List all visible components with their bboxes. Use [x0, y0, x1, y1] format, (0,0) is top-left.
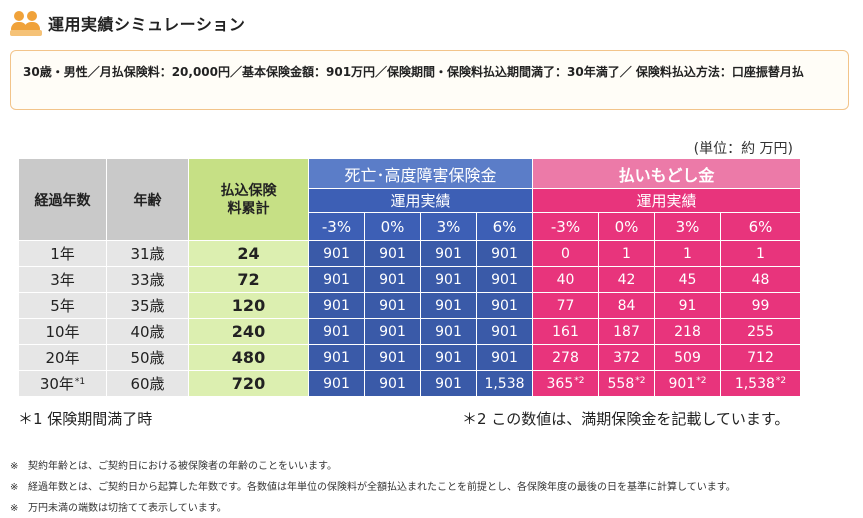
- cell-age: 50歳: [106, 344, 189, 371]
- cell-refund: 372: [598, 344, 655, 371]
- cell-refund: 187: [598, 318, 655, 345]
- footnote-1: ＊1 保険期間満了時: [18, 410, 153, 428]
- unit-label: (単位：約 万円): [693, 141, 793, 157]
- death-rate-header: 6%: [476, 212, 533, 241]
- cell-refund: 91: [654, 292, 721, 319]
- cell-death: 901: [364, 240, 421, 267]
- cell-death: 901: [308, 266, 365, 293]
- cell-year: 3年: [18, 266, 107, 293]
- header-refund-performance: 運用実績: [532, 188, 801, 213]
- header-refund-group: 払いもどし金: [532, 158, 801, 189]
- people-icon: [10, 9, 42, 37]
- cell-death: 901: [476, 344, 533, 371]
- table-row: 10年 40歳 240 901 901 901 901 161 187 218 255: [18, 318, 801, 345]
- note-item: ※ 万円未満の端数は切捨てて表示しています。: [10, 503, 227, 514]
- cell-refund: 1,538*2: [720, 370, 801, 397]
- death-rate-header: 0%: [364, 212, 421, 241]
- cell-death: 901: [364, 370, 421, 397]
- cell-paid: 720: [188, 370, 309, 397]
- cell-death: 901: [420, 292, 477, 319]
- cell-refund: 365*2: [532, 370, 599, 397]
- cell-paid: 480: [188, 344, 309, 371]
- cell-refund: 712: [720, 344, 801, 371]
- cell-death: 901: [308, 344, 365, 371]
- cell-death: 901: [476, 266, 533, 293]
- cell-age: 35歳: [106, 292, 189, 319]
- cell-death: 901: [476, 240, 533, 267]
- cell-refund: 1: [720, 240, 801, 267]
- table-row: 1年 31歳 24 901 901 901 901 0 1 1 1: [18, 240, 801, 267]
- footnote-2: ＊2 この数値は、満期保険金を記載しています。: [462, 410, 790, 428]
- table-row: 5年 35歳 120 901 901 901 901 77 84 91 99: [18, 292, 801, 319]
- cell-paid: 24: [188, 240, 309, 267]
- cell-death: 901: [364, 344, 421, 371]
- cell-year: 30年*1: [18, 370, 107, 397]
- cell-refund: 255: [720, 318, 801, 345]
- cell-death: 901: [420, 240, 477, 267]
- cell-refund: 218: [654, 318, 721, 345]
- cell-year: 10年: [18, 318, 107, 345]
- cell-refund: 45: [654, 266, 721, 293]
- notes: ※ 契約年齢とは、ご契約日における被保険者の年齢のことをいいます。 ※ 経過年数とは、…: [10, 456, 736, 518]
- header-death-performance: 運用実績: [308, 188, 533, 213]
- refund-rate-header: 3%: [654, 212, 721, 241]
- cell-paid: 72: [188, 266, 309, 293]
- page-title: 運用実績シミュレーション: [48, 15, 246, 34]
- cell-death: 901: [420, 370, 477, 397]
- cell-refund: 42: [598, 266, 655, 293]
- death-rate-header: -3%: [308, 212, 365, 241]
- header-elapsed: 経過年数: [18, 158, 107, 241]
- cell-death: 901: [420, 318, 477, 345]
- cell-refund: 48: [720, 266, 801, 293]
- cell-refund: 278: [532, 344, 599, 371]
- cell-age: 40歳: [106, 318, 189, 345]
- table-row: 3年 33歳 72 901 901 901 901 40 42 45 48: [18, 266, 801, 293]
- cell-death: 901: [476, 318, 533, 345]
- title-row: 運用実績シミュレーション: [10, 8, 245, 38]
- cell-refund: 99: [720, 292, 801, 319]
- refund-rate-header: 0%: [598, 212, 655, 241]
- cell-death: 1,538: [476, 370, 533, 397]
- cell-death: 901: [308, 240, 365, 267]
- refund-rate-header: -3%: [532, 212, 599, 241]
- cell-refund: 901*2: [654, 370, 721, 397]
- cell-refund: 509: [654, 344, 721, 371]
- cell-death: 901: [308, 292, 365, 319]
- cell-death: 901: [420, 344, 477, 371]
- cell-age: 31歳: [106, 240, 189, 267]
- cell-death: 901: [308, 318, 365, 345]
- cell-year: 1年: [18, 240, 107, 267]
- table-row: 20年 50歳 480 901 901 901 901 278 372 509 712: [18, 344, 801, 371]
- cell-refund: 1: [654, 240, 721, 267]
- condition-box: 30歳・男性／月払保険料：20,000円／基本保険金額：901万円／保険期間・保…: [10, 50, 849, 110]
- note-item: ※ 契約年齢とは、ご契約日における被保険者の年齢のことをいいます。: [10, 461, 337, 472]
- cell-year: 20年: [18, 344, 107, 371]
- cell-age: 60歳: [106, 370, 189, 397]
- cell-year: 5年: [18, 292, 107, 319]
- cell-refund: 40: [532, 266, 599, 293]
- simulation-table: 経過年数 年齢 払込保険 料累計 死亡･高度障害保険金 払いもどし金 運用実績 運…: [18, 158, 801, 397]
- cell-refund: 1: [598, 240, 655, 267]
- cell-death: 901: [420, 266, 477, 293]
- cell-refund: 77: [532, 292, 599, 319]
- header-age: 年齢: [106, 158, 189, 241]
- cell-death: 901: [364, 266, 421, 293]
- cell-refund: 161: [532, 318, 599, 345]
- note-item: ※ 経過年数とは、ご契約日から起算した年数です。各数値は年単位の保険料が全額払込ま…: [10, 482, 736, 493]
- header-death-group: 死亡･高度障害保険金: [308, 158, 533, 189]
- table-row: 30年*1 60歳 720 901 901 901 1,538 365*2 558*2 901*2…: [18, 370, 801, 397]
- cell-refund: 84: [598, 292, 655, 319]
- cell-death: 901: [364, 292, 421, 319]
- cell-refund: 558*2: [598, 370, 655, 397]
- cell-paid: 120: [188, 292, 309, 319]
- cell-death: 901: [364, 318, 421, 345]
- death-rate-header: 3%: [420, 212, 477, 241]
- cell-refund: 0: [532, 240, 599, 267]
- cell-paid: 240: [188, 318, 309, 345]
- cell-death: 901: [308, 370, 365, 397]
- header-paid: 払込保険 料累計: [188, 158, 309, 241]
- cell-age: 33歳: [106, 266, 189, 293]
- refund-rate-header: 6%: [720, 212, 801, 241]
- cell-death: 901: [476, 292, 533, 319]
